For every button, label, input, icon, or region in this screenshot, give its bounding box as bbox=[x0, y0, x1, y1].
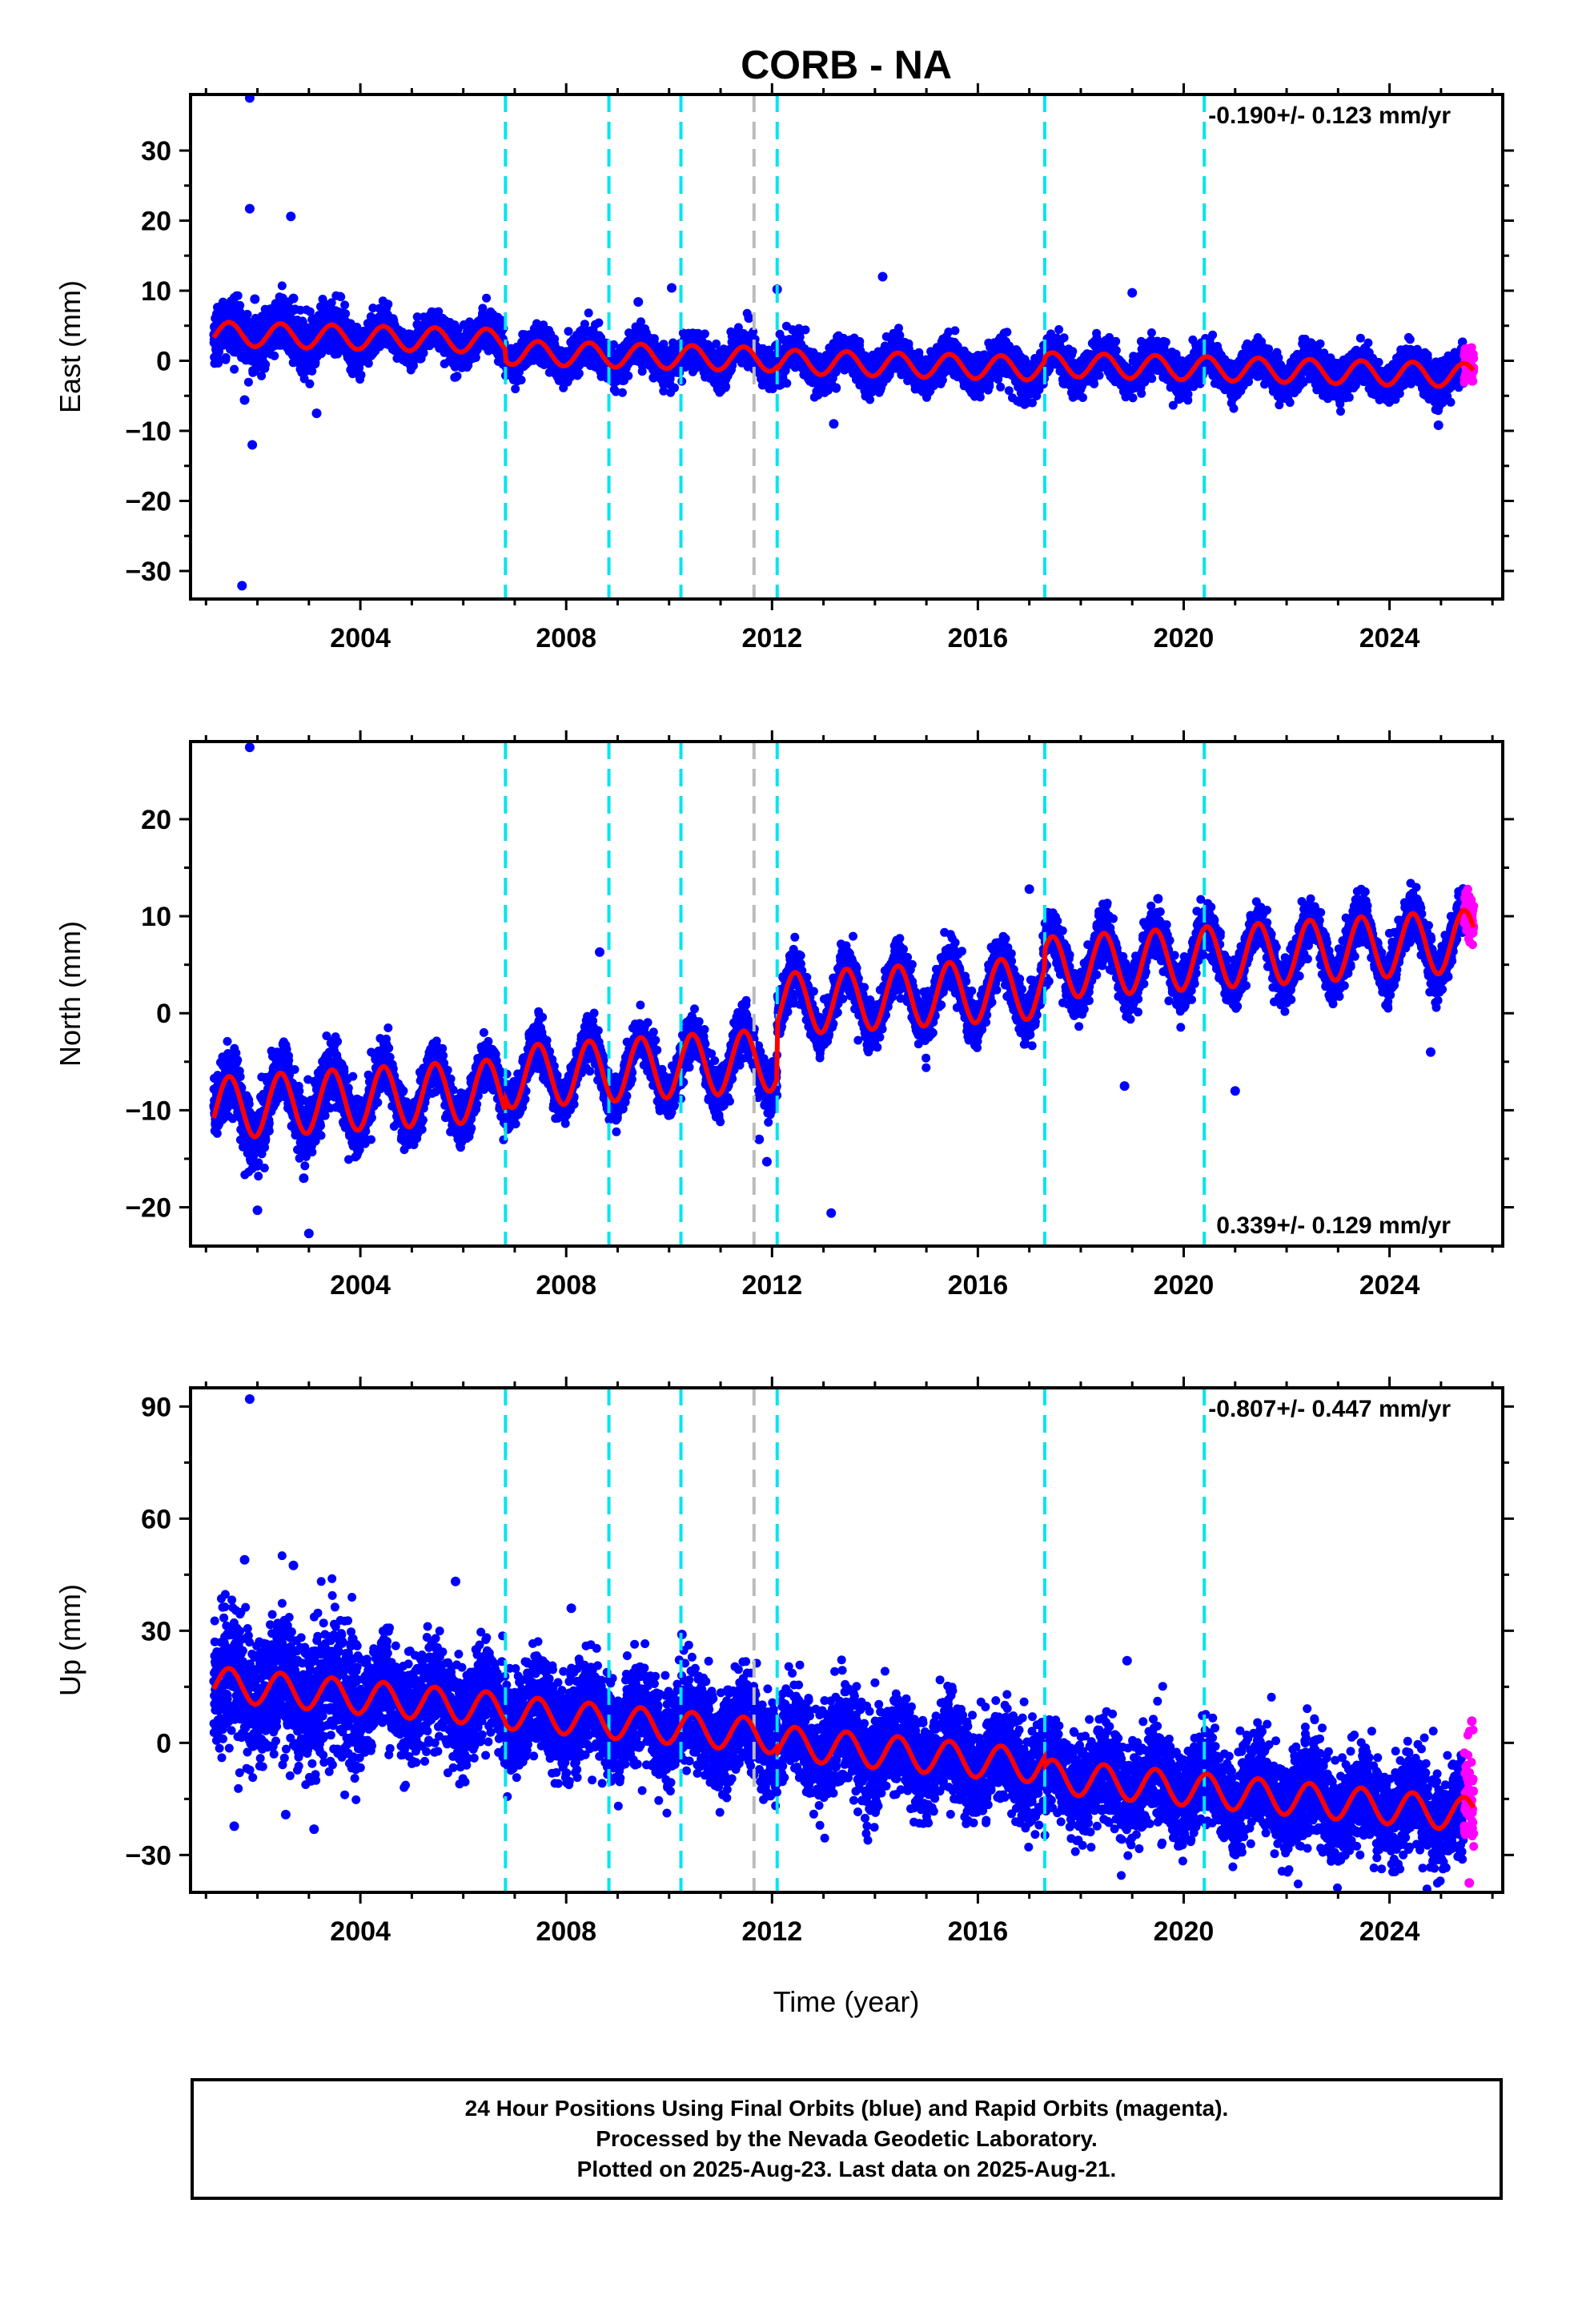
final-orbit-point bbox=[609, 340, 618, 349]
final-orbit-point bbox=[516, 376, 526, 384]
final-orbit-point bbox=[327, 298, 336, 308]
final-orbit-point bbox=[305, 379, 315, 388]
final-orbit-point bbox=[257, 371, 267, 380]
final-orbit-point bbox=[235, 300, 245, 310]
final-orbit-point bbox=[434, 307, 444, 316]
final-orbit-point bbox=[336, 292, 346, 302]
final-orbit-point bbox=[305, 307, 315, 316]
final-orbit-point bbox=[855, 336, 865, 346]
final-orbit-point bbox=[368, 304, 378, 313]
final-orbit-point bbox=[412, 312, 422, 322]
final-orbit-point bbox=[594, 318, 604, 328]
final-orbit-point bbox=[617, 388, 627, 397]
chart-title: CORB - NA bbox=[741, 42, 952, 87]
final-orbit-point bbox=[333, 349, 343, 359]
final-orbit-point bbox=[277, 281, 287, 291]
final-orbit-point bbox=[307, 366, 317, 376]
panel-east: 2004 2008 2012 2016 2020 20243020100−10−20−30… bbox=[54, 83, 1514, 653]
final-orbit-point bbox=[243, 377, 253, 387]
final-orbit-point bbox=[214, 359, 223, 368]
final-orbit-point bbox=[584, 308, 593, 318]
final-orbit-point bbox=[356, 370, 366, 380]
final-orbit-point bbox=[363, 359, 373, 368]
final-orbit-point bbox=[539, 320, 548, 330]
final-orbit-point bbox=[261, 360, 271, 369]
plot-panels: 2004 2008 2012 2016 2020 20243020100−10−20−30… bbox=[54, 83, 1514, 1947]
final-orbit-point bbox=[270, 351, 279, 360]
final-orbit-point bbox=[221, 353, 231, 362]
final-orbit-point bbox=[624, 371, 633, 380]
final-orbit-point bbox=[383, 300, 393, 309]
final-orbit-point bbox=[341, 309, 351, 319]
final-orbit-point bbox=[230, 364, 239, 374]
final-orbit-point bbox=[782, 379, 792, 388]
final-orbit-point bbox=[233, 291, 243, 300]
final-orbit-point bbox=[452, 372, 462, 381]
east-plot-area bbox=[209, 94, 1479, 599]
final-orbit-point bbox=[865, 395, 875, 404]
final-orbit-point bbox=[478, 304, 488, 313]
final-orbit-point bbox=[215, 347, 224, 356]
final-orbit-point bbox=[482, 293, 492, 303]
final-orbit-point bbox=[511, 384, 520, 394]
final-orbit-point bbox=[832, 383, 841, 392]
final-orbit-point bbox=[471, 353, 480, 362]
final-orbit-point bbox=[564, 327, 573, 336]
final-orbit-point bbox=[496, 316, 506, 325]
final-orbit-point bbox=[700, 329, 709, 339]
final-orbit-point bbox=[409, 361, 418, 371]
final-orbit-point bbox=[316, 349, 326, 359]
final-orbit-point bbox=[574, 368, 584, 378]
final-orbit-point bbox=[243, 309, 252, 319]
final-orbit-point bbox=[670, 383, 679, 392]
final-orbit-point bbox=[801, 325, 810, 335]
final-orbit-point bbox=[340, 300, 350, 310]
